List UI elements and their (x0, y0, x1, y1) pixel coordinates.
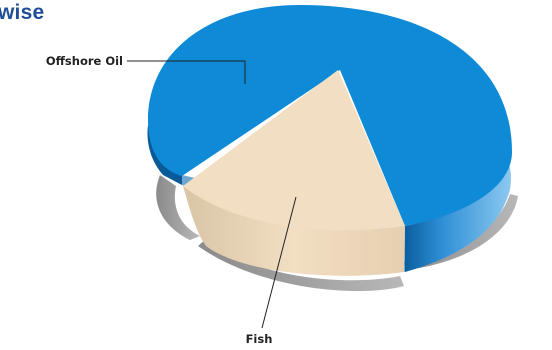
slice-offshore-oil (148, 5, 512, 226)
shadow-ring-bottom (198, 240, 404, 292)
chart-title: wise (0, 1, 45, 24)
slice-side-offshore-oil (405, 160, 511, 272)
label-offshore-oil: Offshore Oil (46, 54, 123, 68)
label-fish: Fish (246, 332, 273, 346)
slice-fish (183, 70, 405, 231)
shadow-ring-left (156, 175, 200, 240)
leader-line-offshore-oil (127, 60, 246, 84)
slice-side-fish (183, 186, 405, 276)
leader-line-fish (261, 196, 297, 329)
